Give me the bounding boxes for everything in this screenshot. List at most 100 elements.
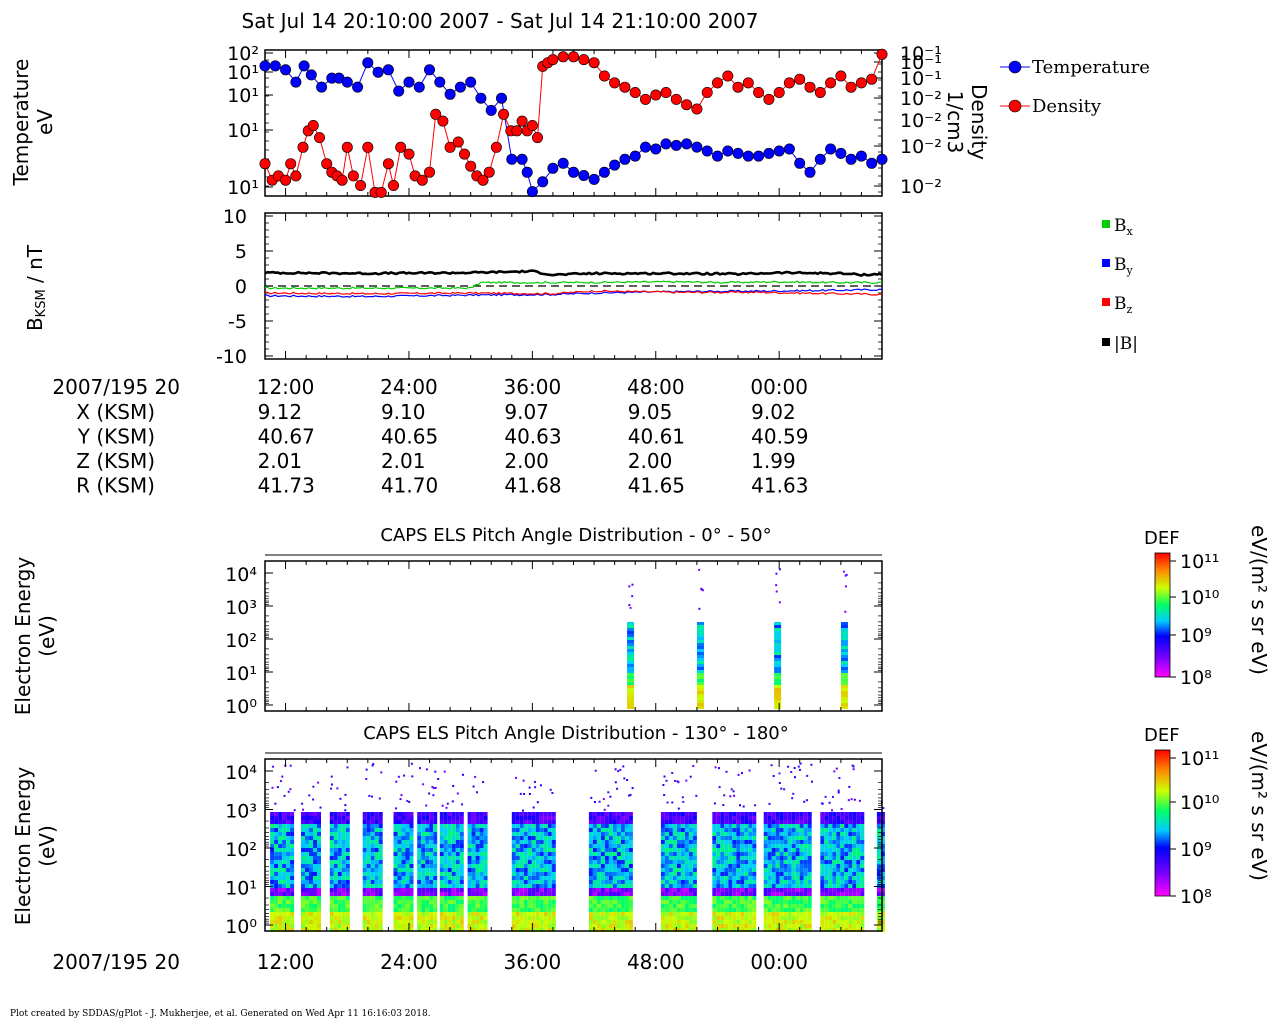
spectrogram-cell [844, 908, 849, 912]
spectrogram-cell [366, 916, 371, 920]
spectrogram-cell [807, 816, 812, 820]
spectrogram-cell [799, 812, 804, 816]
ephemeris-value: 9.05 [628, 400, 673, 424]
spectrogram-cell [712, 824, 717, 828]
spectrogram-cell [374, 856, 379, 860]
spectrogram-cell [732, 892, 737, 896]
spectrogram-cell [600, 872, 605, 876]
spectrogram-cell [779, 880, 784, 884]
spectrogram-cell [461, 803, 463, 806]
spectrogram-cell [828, 816, 833, 820]
spectrogram-cell [370, 908, 375, 912]
spectrogram-cell [775, 812, 780, 816]
spectrogram-cell [770, 764, 773, 767]
spectrogram-cell [752, 864, 757, 868]
spectrogram-cell [767, 884, 772, 888]
spectrogram-cell [608, 820, 613, 824]
spectrogram-cell [844, 924, 849, 928]
spectrogram-cell [664, 860, 669, 864]
spectrogram-cell [447, 844, 452, 848]
spectrogram-cell [676, 872, 681, 876]
spectrogram-cell [282, 888, 287, 892]
spectrogram-cell [592, 920, 597, 924]
spectrogram-cell [840, 864, 845, 868]
spectrogram-cell [547, 836, 552, 840]
spectrogram-cell [397, 832, 402, 836]
spectrogram-cell [588, 908, 593, 912]
spectrogram-cell [309, 892, 313, 896]
spectrogram-cell [515, 852, 520, 856]
spectrogram-cell [783, 916, 788, 920]
spectrogram-cell [421, 860, 426, 864]
spectrogram-cell [684, 828, 689, 832]
spectrogram-cell [515, 888, 520, 892]
spectrogram-cell [596, 900, 601, 904]
spectrogram-cell [539, 832, 544, 836]
spectrogram-cell [740, 824, 745, 828]
spectrogram-cell [680, 836, 685, 840]
spectrogram-cell [676, 908, 681, 912]
spectrogram-cell [771, 812, 776, 816]
spectrogram-cell [528, 793, 531, 795]
spectrogram-cell [876, 852, 881, 856]
spectrogram-cell [771, 864, 776, 868]
spectrogram-cell [519, 828, 524, 832]
spectrogram-cell [274, 920, 279, 924]
spectrogram-cell [828, 928, 833, 932]
spectrogram-cell [421, 880, 426, 884]
spectrogram-cell [852, 900, 857, 904]
spectrogram-cell [799, 820, 804, 824]
spectrogram-cell [836, 812, 841, 816]
spectrogram-cell [511, 852, 516, 856]
spectrogram-cell [680, 820, 685, 824]
spectrogram-cell [308, 794, 311, 797]
spectrogram-cell [807, 892, 812, 896]
spectrogram-cell [787, 836, 792, 840]
spectrogram-cell [374, 860, 379, 864]
spectrogram-cell [341, 812, 346, 816]
spectrogram-cell [787, 884, 792, 888]
spectrogram-cell [627, 700, 635, 703]
spectrogram-cell [616, 908, 621, 912]
density-point [490, 141, 502, 153]
spectrogram-cell [547, 824, 552, 828]
spectrogram-cell [551, 904, 556, 908]
spectrogram-cell [775, 876, 780, 880]
spectrogram-cell [455, 908, 460, 912]
spectrogram-cell [799, 836, 804, 840]
spectrogram-cell [439, 868, 444, 872]
spectrogram-cell [684, 848, 689, 852]
spectrogram-cell [429, 856, 434, 860]
spectrogram-cell [692, 928, 697, 932]
spectrogram-cell [447, 836, 452, 840]
spectrogram-cell [274, 832, 279, 836]
spectrogram-cell [688, 912, 693, 916]
spectrogram-cell [799, 928, 804, 932]
spectrogram-cell [337, 892, 342, 896]
spectrogram-cell [856, 908, 861, 912]
spectrogram-cell [547, 812, 552, 816]
spectrogram-cell [543, 840, 548, 844]
spectrogram-cell [313, 904, 317, 908]
spectrogram-cell [836, 888, 841, 892]
spectrogram-cell [608, 828, 613, 832]
spectrogram-cell [791, 912, 796, 916]
spectrogram-cell [728, 856, 733, 860]
spectrogram-cell [791, 864, 796, 868]
spectrogram-cell [723, 794, 726, 797]
spectrogram-cell [305, 860, 309, 864]
temperature-point [382, 64, 394, 76]
spectrogram-cell [519, 908, 524, 912]
spectrogram-cell [748, 896, 753, 900]
spectrogram-cell [676, 852, 681, 856]
spectrogram-cell [763, 900, 768, 904]
spectrogram-cell [774, 667, 782, 670]
spectrogram-cell [596, 896, 601, 900]
spectrogram-cell [668, 900, 673, 904]
spectrogram-cell [671, 772, 674, 774]
spectrogram-cell [547, 844, 552, 848]
spectrogram-cell [370, 856, 375, 860]
spectrogram-cell [305, 896, 309, 900]
spectrogram-cell [660, 856, 665, 860]
